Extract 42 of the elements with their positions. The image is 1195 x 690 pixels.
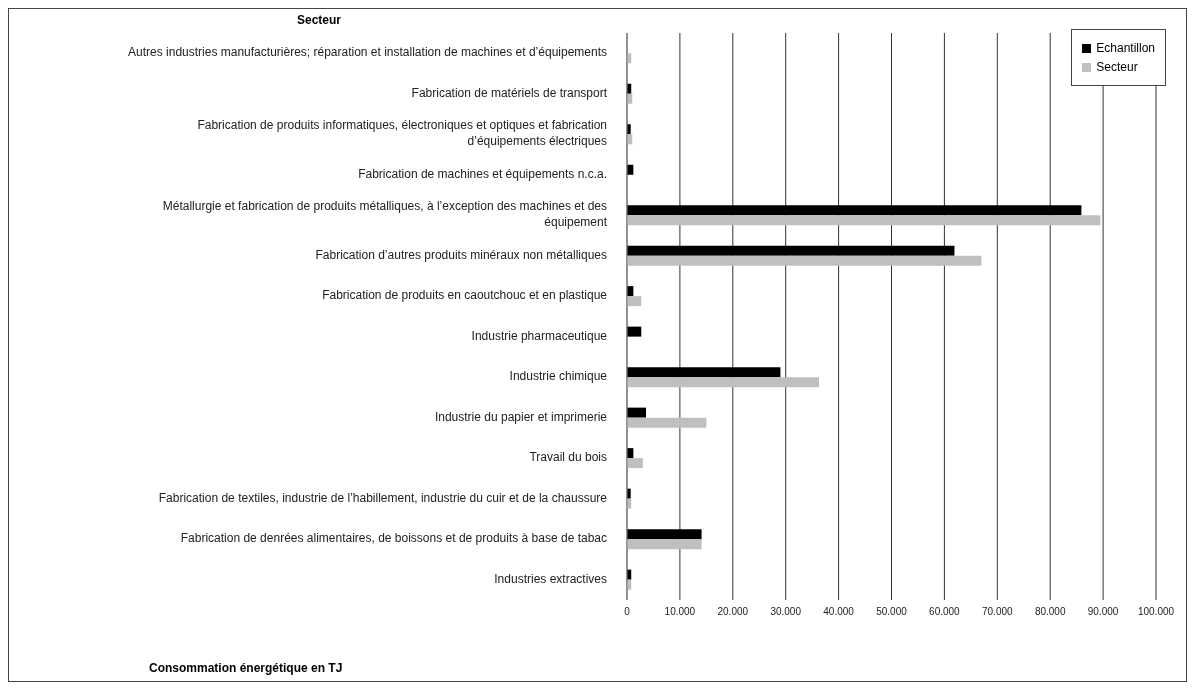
y-tick-label: Autres industries manufacturières; réparation et installation de machines et d’équipements — [128, 45, 607, 60]
y-tick-label: Fabrication de produits en caoutchouc et en plastique — [322, 288, 608, 303]
y-tick-label: Industries extractives — [494, 571, 607, 586]
bar — [627, 215, 1101, 226]
y-tick-label: Industrie chimique — [509, 369, 608, 384]
x-tick-label: 10.000 — [664, 606, 696, 618]
x-tick-label: 40.000 — [823, 606, 855, 618]
bar — [627, 326, 642, 337]
y-tick-label: Fabrication de textiles, industrie de l’habillement, industrie du cuir et de la chaussure — [158, 490, 608, 505]
bar — [627, 205, 1082, 216]
bar — [627, 529, 702, 540]
y-tick-label: Fabrication de machines et équipements n.c.a. — [358, 166, 607, 181]
bar — [627, 417, 707, 428]
y-tick-label: Fabrication de produits informatiques, électroniques et optiques et fabrication d’équipements électriques — [197, 118, 607, 149]
x-axis-title: Consommation énergétique en TJ — [149, 661, 343, 675]
bar — [627, 407, 647, 418]
bar — [627, 458, 643, 469]
y-tick-label: Industrie pharmaceutique — [471, 328, 608, 343]
y-tick-label: Fabrication de matériels de transport — [411, 85, 608, 100]
y-axis-title: Secteur — [296, 13, 342, 27]
y-tick-label: Métallurgie et fabrication de produits métalliques, à l’exception des machines et des équipement — [162, 199, 608, 230]
legend-label: Secteur — [1096, 60, 1138, 74]
x-tick-label: 60.000 — [929, 606, 961, 618]
y-tick-label: Industrie du papier et imprimerie — [434, 409, 608, 424]
bar — [627, 367, 781, 378]
bar — [627, 539, 702, 550]
legend-label: Echantillon — [1096, 41, 1155, 55]
y-tick-label: Fabrication d’autres produits minéraux non métalliques — [315, 247, 607, 262]
bar — [627, 245, 955, 256]
x-tick-label: 80.000 — [1034, 606, 1066, 618]
x-tick-label: 20.000 — [717, 606, 749, 618]
x-tick-label: 90.000 — [1087, 606, 1119, 618]
bar — [627, 377, 820, 388]
x-tick-label: 0 — [624, 606, 631, 618]
x-tick-label: 30.000 — [770, 606, 802, 618]
y-tick-label: Fabrication de denrées alimentaires, de boissons et de produits à base de tabac — [180, 531, 607, 546]
x-tick-label: 50.000 — [876, 606, 908, 618]
x-tick-label: 100.000 — [1137, 606, 1175, 618]
bar — [627, 296, 642, 307]
x-tick-label: 70.000 — [982, 606, 1014, 618]
bar — [627, 255, 982, 266]
y-tick-label: Travail du bois — [529, 450, 607, 465]
